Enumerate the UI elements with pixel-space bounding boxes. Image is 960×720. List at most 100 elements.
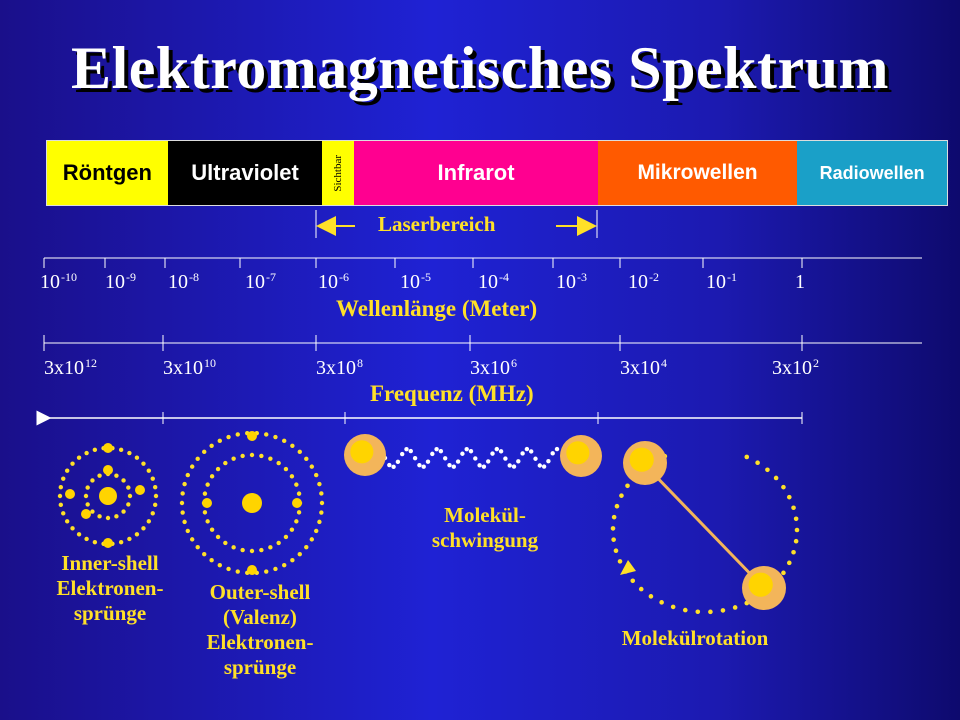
spring-dot bbox=[400, 451, 405, 457]
band-segment-visible: Sichtbar bbox=[322, 141, 355, 205]
orbit-dot bbox=[58, 484, 64, 490]
frequency-tick: 3x104 bbox=[620, 356, 667, 380]
orbit-dot bbox=[127, 536, 132, 542]
wavelength-tick: 10-7 bbox=[245, 270, 276, 294]
atom-core bbox=[350, 440, 374, 464]
rotation-path-dot bbox=[610, 526, 616, 531]
spring-dot bbox=[438, 448, 444, 454]
caption-inner-shell: Inner-shell Elektronen- sprünge bbox=[56, 551, 164, 625]
orbit-dot bbox=[217, 438, 222, 444]
spring-dot bbox=[464, 446, 469, 452]
rotation-path-dot bbox=[695, 609, 701, 615]
spring-dot bbox=[391, 464, 396, 469]
orbit-dot bbox=[64, 468, 70, 473]
orbit-dot bbox=[202, 510, 208, 515]
orbit-dot bbox=[141, 461, 146, 466]
frequency-tick: 3x102 bbox=[772, 356, 819, 380]
orbit-dot bbox=[314, 528, 319, 534]
orbit-dot bbox=[153, 493, 159, 499]
electron bbox=[292, 498, 302, 508]
orbit-dot bbox=[202, 551, 207, 557]
orbit-dot bbox=[105, 515, 111, 521]
orbit-dot bbox=[182, 481, 187, 487]
band-label-xray: Röntgen bbox=[62, 160, 152, 185]
band-label-radio: Radiowellen bbox=[819, 162, 925, 183]
orbit-dot bbox=[84, 536, 89, 542]
orbit-dot bbox=[289, 474, 295, 479]
orbit-dot bbox=[84, 450, 89, 456]
orbit-dot bbox=[240, 547, 245, 553]
orbit-dot bbox=[126, 485, 131, 490]
spring-dot bbox=[477, 463, 482, 468]
orbit-dot bbox=[70, 526, 75, 531]
spring-dot bbox=[408, 448, 413, 454]
orbit-dot bbox=[205, 519, 210, 524]
spring-dot bbox=[546, 458, 551, 464]
spring-dot bbox=[550, 451, 555, 456]
orbit-dot bbox=[231, 456, 236, 461]
band-segment-infrared: Infrarot bbox=[354, 141, 598, 205]
rotation-path-dot bbox=[781, 484, 786, 490]
orbit-dot bbox=[83, 493, 89, 499]
orbit-dot bbox=[114, 473, 119, 478]
rotation-path-dot bbox=[648, 594, 654, 599]
orbit-dot bbox=[179, 500, 185, 506]
rotation-path-dot bbox=[708, 609, 713, 615]
orbit-dot bbox=[118, 447, 124, 453]
wavelength-tick: 1 bbox=[795, 271, 805, 294]
electron bbox=[202, 498, 212, 508]
spring-dot bbox=[554, 446, 560, 452]
rotation-path-dot bbox=[630, 578, 636, 584]
orbit-dot bbox=[268, 456, 273, 461]
spring-dot bbox=[541, 464, 547, 469]
orbit-dot bbox=[118, 539, 124, 545]
orbit-dot bbox=[90, 509, 95, 514]
spring-dot bbox=[443, 456, 448, 461]
orbit-dot bbox=[146, 519, 152, 524]
orbit-dot bbox=[141, 526, 146, 531]
orbit-dot bbox=[319, 491, 324, 496]
orbit-dot bbox=[215, 534, 221, 540]
orbit-dot bbox=[76, 455, 82, 460]
orbit-dot bbox=[289, 527, 295, 532]
spring-dot bbox=[507, 463, 512, 468]
orbit-dot bbox=[127, 493, 133, 499]
spring-dot bbox=[468, 449, 474, 454]
wavelength-axis-label: Wellenlänge (Meter) bbox=[336, 296, 538, 321]
orbit-dot bbox=[85, 502, 90, 507]
band-segment-radio: Radiowellen bbox=[797, 141, 947, 205]
orbit-dot bbox=[134, 455, 140, 460]
orbit-dot bbox=[205, 482, 210, 487]
band-label-microwave: Mikrowellen bbox=[637, 161, 758, 184]
orbit-dot bbox=[276, 540, 281, 546]
orbit-dot bbox=[296, 491, 302, 496]
spring-dot bbox=[455, 459, 461, 464]
orbit-dot bbox=[134, 532, 140, 537]
wavelength-tick: 10-1 bbox=[706, 270, 737, 294]
orbit-dot bbox=[249, 548, 255, 554]
spring-dot bbox=[520, 451, 525, 456]
frequency-tick: 3x1012 bbox=[44, 356, 97, 380]
wavelength-tick: 10-4 bbox=[478, 270, 509, 294]
orbit-dot bbox=[97, 514, 102, 519]
orbit-dot bbox=[209, 474, 215, 479]
frequency-tick: 3x106 bbox=[470, 356, 517, 380]
orbit-dot bbox=[276, 460, 281, 466]
orbit-dot bbox=[226, 434, 231, 440]
orbit-dot bbox=[283, 466, 289, 472]
rotation-path-dot bbox=[765, 467, 770, 473]
orbit-dot bbox=[249, 452, 255, 458]
frequency-tick: 3x1010 bbox=[163, 356, 216, 380]
spring-dot bbox=[503, 456, 508, 461]
atom-core bbox=[566, 441, 590, 465]
orbit-dot bbox=[259, 547, 264, 553]
energy-arrow-line bbox=[36, 410, 803, 426]
rotation-path-dot bbox=[682, 607, 688, 613]
wavelength-tick: 10-9 bbox=[105, 270, 136, 294]
electron bbox=[103, 465, 113, 475]
spring-dot bbox=[404, 447, 409, 452]
electron bbox=[65, 489, 75, 499]
band-label-uv: Ultraviolet bbox=[191, 160, 299, 185]
orbit-dot bbox=[185, 472, 190, 478]
orbit-dot bbox=[264, 432, 269, 437]
